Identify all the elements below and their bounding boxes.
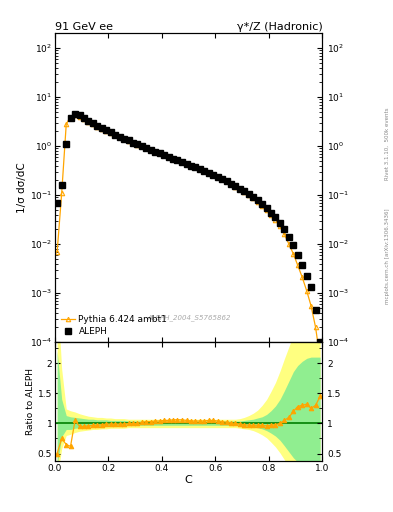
Pythia 6.424 ambt1 <box>224 178 229 184</box>
Pythia 6.424 ambt1 <box>55 248 59 254</box>
Text: 91 GeV ee: 91 GeV ee <box>55 22 113 32</box>
ALEPH <box>73 111 77 117</box>
Text: mcplots.cern.ch [arXiv:1306.3436]: mcplots.cern.ch [arXiv:1306.3436] <box>385 208 389 304</box>
Text: Rivet 3.1.10,  500k events: Rivet 3.1.10, 500k events <box>385 107 389 180</box>
Pythia 6.424 ambt1 <box>126 138 131 144</box>
ALEPH <box>55 200 59 206</box>
Legend: Pythia 6.424 ambt1, ALEPH: Pythia 6.424 ambt1, ALEPH <box>59 313 169 337</box>
ALEPH <box>135 141 140 147</box>
Text: γ*/Z (Hadronic): γ*/Z (Hadronic) <box>237 22 322 32</box>
ALEPH <box>224 178 229 184</box>
ALEPH <box>104 127 109 133</box>
Y-axis label: Ratio to ALEPH: Ratio to ALEPH <box>26 368 35 435</box>
Pythia 6.424 ambt1 <box>144 145 149 152</box>
Text: ALEPH_2004_S5765862: ALEPH_2004_S5765862 <box>147 314 230 321</box>
Pythia 6.424 ambt1 <box>318 356 323 362</box>
Line: ALEPH: ALEPH <box>55 112 323 345</box>
ALEPH <box>148 147 153 153</box>
ALEPH <box>126 137 131 143</box>
Pythia 6.424 ambt1 <box>135 141 140 147</box>
Pythia 6.424 ambt1 <box>148 147 153 153</box>
X-axis label: C: C <box>185 475 193 485</box>
Pythia 6.424 ambt1 <box>73 112 77 118</box>
ALEPH <box>318 339 323 345</box>
Y-axis label: 1/σ dσ/dC: 1/σ dσ/dC <box>17 162 27 213</box>
Pythia 6.424 ambt1 <box>104 127 109 134</box>
ALEPH <box>144 145 149 152</box>
Line: Pythia 6.424 ambt1: Pythia 6.424 ambt1 <box>55 113 322 361</box>
